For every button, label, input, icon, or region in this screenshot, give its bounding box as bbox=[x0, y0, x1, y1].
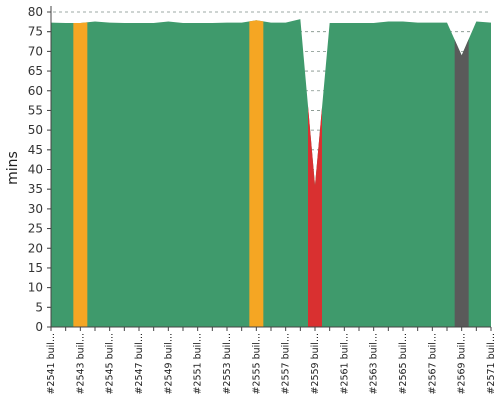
x-tick-label-10: #2551 buil... bbox=[193, 333, 204, 395]
x-tick-label-26: #2567 buil... bbox=[427, 333, 438, 395]
y-tick-label-20: 20 bbox=[28, 241, 43, 255]
x-tick-label-30: #2571 buil... bbox=[486, 333, 497, 395]
y-tick-label-5: 5 bbox=[35, 300, 43, 314]
y-tick-label-70: 70 bbox=[28, 44, 43, 58]
y-tick-label-75: 75 bbox=[28, 25, 43, 39]
duration-area-fill bbox=[51, 19, 491, 328]
x-tick-label-12: #2553 buil... bbox=[222, 333, 233, 395]
x-tick-labels: #2541 buil... #2543 buil... #2545 buil... #… bbox=[46, 333, 497, 395]
x-tick-label-0: #2541 buil... bbox=[46, 333, 57, 395]
y-tick-label-60: 60 bbox=[28, 84, 43, 98]
x-tick-label-8: #2549 buil... bbox=[163, 333, 174, 395]
axes bbox=[47, 6, 492, 331]
x-tick-label-24: #2565 buil... bbox=[398, 333, 409, 395]
y-tick-label-25: 25 bbox=[28, 222, 43, 236]
y-tick-label-45: 45 bbox=[28, 143, 43, 157]
x-tick-label-22: #2563 buil... bbox=[369, 333, 380, 395]
x-tick-label-28: #2569 buil... bbox=[457, 333, 468, 395]
y-tick-label-0: 0 bbox=[35, 320, 43, 334]
x-tick-label-4: #2545 buil... bbox=[105, 333, 116, 395]
status-band-unstable-2 bbox=[73, 19, 88, 327]
y-tick-label-35: 35 bbox=[28, 182, 43, 196]
x-tick-label-6: #2547 buil... bbox=[134, 333, 145, 395]
x-tick-label-18: #2559 buil... bbox=[310, 333, 321, 395]
y-tick-label-80: 80 bbox=[28, 5, 43, 19]
y-tick-label-55: 55 bbox=[28, 103, 43, 117]
x-tick-label-2: #2543 buil... bbox=[75, 333, 86, 395]
status-band-failure-18 bbox=[308, 19, 322, 327]
y-tick-label-65: 65 bbox=[28, 64, 43, 78]
x-tick-label-14: #2555 buil... bbox=[251, 333, 262, 395]
y-tick-labels: 0 5 10 15 20 25 30 35 40 45 50 55 60 65 70 75 80 bbox=[28, 5, 43, 334]
y-tick-label-40: 40 bbox=[28, 163, 43, 177]
y-tick-label-50: 50 bbox=[28, 123, 43, 137]
x-tick-label-20: #2561 buil... bbox=[339, 333, 350, 395]
y-tick-label-10: 10 bbox=[28, 281, 43, 295]
status-band-aborted-28 bbox=[454, 19, 469, 327]
duration-area bbox=[51, 19, 491, 328]
y-axis-title: mins bbox=[5, 151, 21, 185]
y-tick-label-30: 30 bbox=[28, 202, 43, 216]
y-tick-label-15: 15 bbox=[28, 261, 43, 275]
x-tick-label-16: #2557 buil... bbox=[281, 333, 292, 395]
status-band-unstable-14 bbox=[249, 19, 264, 327]
